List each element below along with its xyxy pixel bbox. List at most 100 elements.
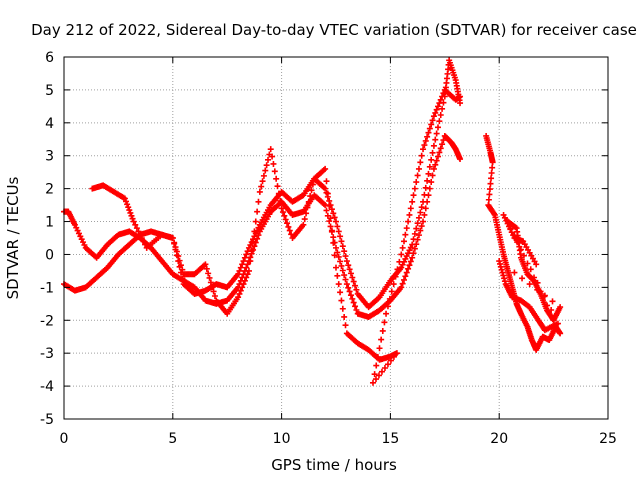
data-point <box>235 294 242 301</box>
data-point <box>415 214 422 221</box>
data-point <box>499 269 506 276</box>
data-point <box>534 286 541 293</box>
data-point <box>418 152 425 159</box>
data-point <box>414 172 421 179</box>
data-point <box>549 298 556 305</box>
data-point <box>335 253 342 260</box>
data-point <box>322 185 329 192</box>
data-point <box>405 265 412 272</box>
data-point <box>206 274 213 281</box>
data-point <box>511 269 518 276</box>
data-point <box>347 292 354 299</box>
data-point <box>496 258 503 265</box>
data-point <box>207 279 214 286</box>
data-point <box>211 293 218 300</box>
data-point <box>430 165 437 172</box>
data-point <box>384 361 391 368</box>
data-point <box>422 205 429 212</box>
data-point <box>384 303 391 310</box>
data-point <box>240 281 247 288</box>
data-point <box>307 193 314 200</box>
y-tick-label: -1 <box>40 280 54 296</box>
data-point <box>125 204 132 211</box>
data-point <box>399 280 406 287</box>
data-point <box>374 353 381 360</box>
data-point <box>281 212 288 219</box>
data-point <box>352 282 359 289</box>
data-point <box>378 336 385 343</box>
data-point <box>251 228 258 235</box>
data-point <box>346 288 353 295</box>
y-tick-label: -2 <box>40 313 54 329</box>
data-point <box>435 124 441 131</box>
data-point <box>488 170 495 177</box>
x-tick-label: 0 <box>60 431 69 447</box>
data-point <box>343 281 350 288</box>
data-point <box>405 218 412 225</box>
data-point <box>254 208 261 215</box>
data-point <box>252 218 259 225</box>
data-point <box>235 271 242 278</box>
data-point <box>330 239 337 246</box>
data-point <box>487 180 494 187</box>
y-tick-label: 0 <box>45 247 54 263</box>
data-point <box>236 290 243 297</box>
data-point <box>421 211 428 218</box>
data-point <box>350 278 357 285</box>
data-point <box>258 183 265 190</box>
data-point <box>172 244 179 251</box>
data-point <box>121 195 128 202</box>
data-point <box>334 223 341 230</box>
data-point <box>169 235 176 241</box>
data-point <box>381 319 388 326</box>
data-point <box>372 376 379 383</box>
data-point <box>457 100 464 107</box>
data-point <box>248 248 255 255</box>
data-point <box>430 113 437 120</box>
data-point <box>335 228 342 235</box>
data-point <box>331 214 338 221</box>
data-point <box>409 254 416 261</box>
data-point <box>203 265 210 272</box>
y-axis-label: SDTVAR / TECUs <box>4 176 22 299</box>
data-point <box>342 253 349 260</box>
data-point <box>202 261 209 268</box>
data-point <box>424 177 431 184</box>
data-point <box>342 322 349 329</box>
data-point <box>401 276 407 283</box>
y-tick-label: 1 <box>45 215 54 231</box>
data-point <box>236 267 243 274</box>
data-point <box>324 190 331 197</box>
data-point <box>432 161 439 168</box>
y-tick-label: -5 <box>40 412 54 428</box>
data-point <box>420 146 427 153</box>
data-point <box>437 112 444 119</box>
data-point <box>243 274 250 281</box>
data-point <box>432 136 439 143</box>
data-point <box>398 284 405 291</box>
data-point <box>417 209 424 216</box>
data-point <box>411 230 418 237</box>
data-point <box>349 274 356 281</box>
data-point <box>323 178 330 185</box>
data-point <box>346 266 353 273</box>
data-point <box>407 258 414 265</box>
data-point <box>414 236 421 243</box>
data-point <box>342 276 349 283</box>
data-point <box>418 204 425 211</box>
y-tick-label: 3 <box>45 149 54 165</box>
data-point <box>371 371 378 378</box>
data-point <box>500 272 507 279</box>
data-point <box>375 372 382 379</box>
data-point <box>379 327 386 334</box>
data-point <box>486 191 493 198</box>
data-point <box>403 269 410 276</box>
series-track-d <box>483 132 564 353</box>
data-point <box>489 159 496 166</box>
data-point <box>526 281 533 288</box>
x-tick-label: 25 <box>599 431 617 447</box>
data-point <box>436 100 443 107</box>
data-point <box>519 275 526 282</box>
data-point <box>254 235 261 242</box>
